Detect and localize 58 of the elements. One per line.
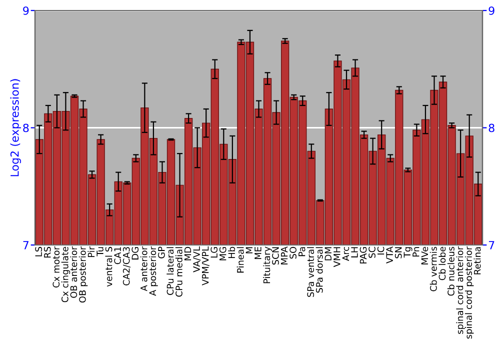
x-tick-label: DG — [132, 247, 139, 260]
x-tick-label: Tu — [96, 247, 104, 256]
x-tick-label: LG — [210, 247, 218, 258]
y-axis-title: Log2 (expression) — [10, 79, 21, 176]
x-tick-label: Pituitary — [263, 246, 272, 284]
x-tick-label: SN — [394, 247, 402, 258]
x-tick-label: SPa dorsal — [316, 247, 323, 293]
x-tick-label: ventral S — [105, 246, 112, 287]
x-tick-label: Retina — [474, 247, 481, 274]
x-tick-label: Hb — [228, 246, 236, 258]
x-tick-label: Pa — [298, 247, 306, 256]
x-tick-label: M — [246, 247, 252, 254]
x-tick-label: VMH — [334, 247, 340, 268]
y-tick-label: 9 — [23, 6, 29, 15]
y-tick-label: 7 — [23, 241, 28, 250]
x-tick-label: ME — [254, 246, 262, 259]
x-tick-label: Cx cingulate — [61, 246, 70, 302]
x-tick-label: Pineal — [236, 247, 244, 273]
x-tick-label: SO — [290, 246, 296, 259]
x-tick-label: Pir — [88, 246, 95, 257]
x-tick-label: MD — [184, 246, 192, 260]
x-tick-label: IC — [377, 246, 384, 254]
x-tick-label: LH — [351, 247, 358, 258]
x-tick-label: VA/VL — [193, 246, 201, 272]
x-tick-label: Pn — [412, 247, 420, 257]
x-tick-label: OB anterior — [70, 246, 78, 298]
x-tick-label: SPa ventral — [307, 247, 314, 297]
y2-tick-label: 9 — [488, 6, 494, 15]
x-tick-label: PAG — [360, 247, 367, 264]
x-tick-label: spinal cord anterior — [456, 246, 465, 334]
x-tick-label: Cx motor — [52, 246, 60, 288]
x-tick-label: OB posterior — [78, 246, 88, 303]
x-tick-label: CA1 — [114, 247, 121, 264]
x-tick-label: VTA — [386, 246, 393, 264]
y2-tick-label: 8 — [488, 124, 494, 132]
x-tick-label: MG — [219, 247, 226, 260]
x-tick-label: A anterior — [140, 246, 148, 292]
x-tick-label: Tg — [404, 247, 412, 258]
x-tick-label: Arc — [342, 246, 350, 261]
x-tick-label: Cb nucleus — [447, 246, 454, 296]
x-tick-label: SCN — [272, 247, 279, 265]
x-tick-label: Cb lobe — [438, 246, 446, 280]
y-tick-label: 8 — [23, 124, 29, 132]
x-tick-label: VPM/VPL — [202, 246, 210, 286]
y2-tick-label: 7 — [488, 241, 494, 250]
x-tick-label: CA2/CA3 — [122, 247, 130, 286]
x-tick-label: MPA — [280, 246, 288, 264]
x-tick-label: LS — [35, 246, 42, 256]
x-tick-label: spinal cord posterior — [464, 246, 474, 339]
x-tick-label: A posterior — [149, 246, 158, 296]
x-tick-label: Cb vermis — [430, 246, 437, 292]
x-tick-label: MVe — [421, 246, 428, 264]
x-tick-label: RS — [44, 246, 51, 258]
x-tick-label: CPu medial — [175, 247, 182, 297]
x-tick-label: GP — [158, 246, 165, 258]
x-tick-label: CPu lateral — [166, 247, 174, 295]
x-tick-label: DM — [324, 247, 332, 260]
x-tick-label: SC — [368, 246, 376, 258]
